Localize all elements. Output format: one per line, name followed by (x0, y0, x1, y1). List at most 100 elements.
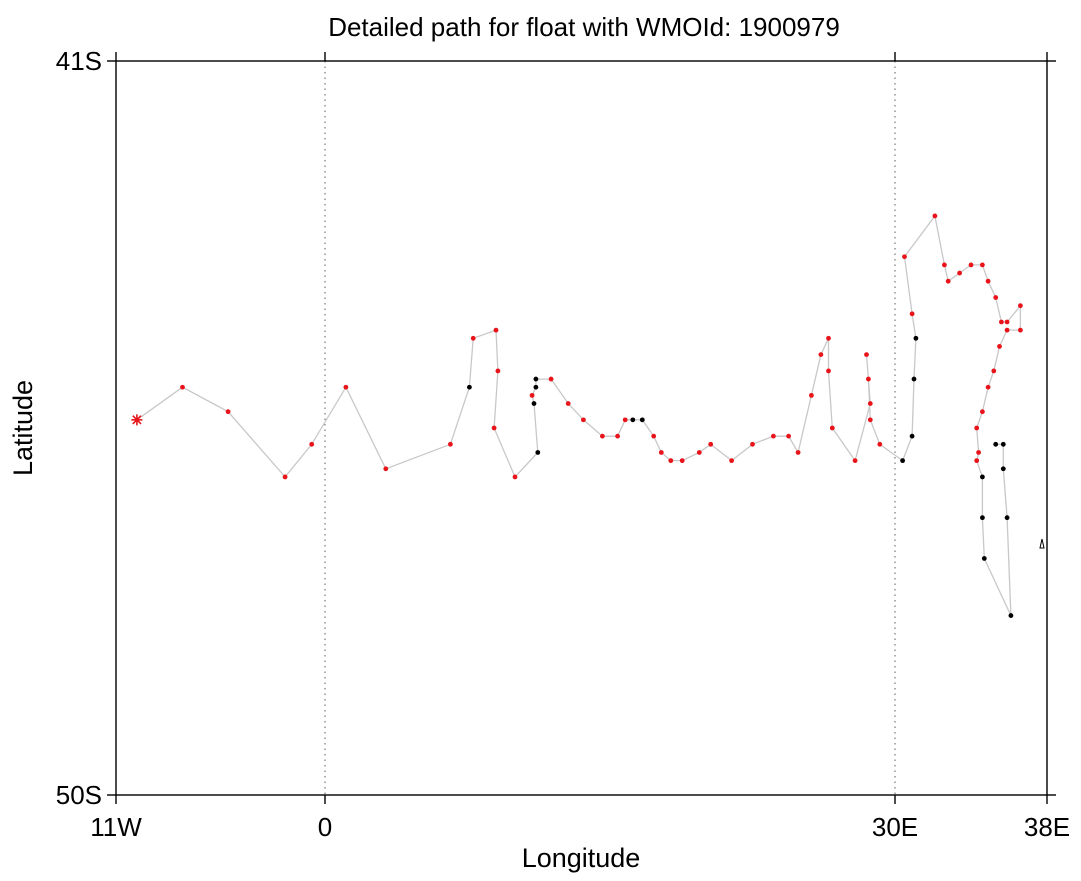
float-track (136, 214, 1022, 616)
float-position-point (658, 450, 664, 455)
float-position-point (829, 425, 835, 431)
x-tick-label: 11W (90, 812, 142, 842)
float-position-point (997, 344, 1002, 349)
float-position-point (864, 352, 869, 357)
float-position-point (826, 335, 831, 341)
float-position-point (1004, 515, 1010, 521)
float-position-point (533, 384, 539, 390)
float-position-point (913, 335, 919, 341)
float-position-point (852, 458, 858, 464)
float-position-point (529, 392, 535, 398)
float-position-point (985, 278, 991, 284)
float-position-point (1008, 613, 1014, 618)
float-position-point (651, 433, 657, 439)
float-position-point (818, 352, 824, 357)
float-position-point (1004, 327, 1010, 333)
start-position-marker (131, 414, 143, 426)
float-position-point (548, 376, 554, 382)
float-position-point (980, 515, 985, 521)
float-position-point (750, 441, 755, 447)
y-axis-ticks: 41S 50S (56, 46, 1056, 810)
float-position-point (980, 262, 985, 268)
float-position-point (974, 458, 980, 464)
float-position-point (985, 384, 991, 390)
float-position-point (495, 368, 501, 374)
float-position-point (1004, 319, 1010, 325)
float-position-point (535, 450, 541, 455)
float-position-point (866, 376, 871, 382)
float-position-point (795, 450, 801, 455)
float-position-point (615, 433, 620, 439)
float-position-point (976, 450, 981, 455)
longitude-gridlines (324, 61, 896, 795)
float-position-point (1018, 327, 1023, 333)
float-position-point (581, 417, 586, 423)
float-position-point (771, 433, 776, 439)
float-position-point (993, 295, 999, 300)
float-position-point (999, 319, 1004, 325)
float-position-point (309, 441, 315, 447)
float-position-point (909, 433, 915, 439)
float-positions (131, 213, 1023, 618)
float-position-point (383, 466, 389, 472)
float-position-point (491, 425, 497, 431)
plot-frame (115, 60, 1048, 796)
float-position-point (968, 262, 974, 268)
float-position-point (512, 474, 518, 480)
float-position-point (600, 433, 605, 439)
float-position-point (533, 376, 539, 382)
float-position-point (980, 474, 985, 480)
float-position-point (993, 441, 999, 447)
float-position-point (1018, 303, 1023, 309)
float-position-point (900, 458, 905, 464)
y-axis-label: Latitude (8, 380, 38, 476)
float-position-point (622, 417, 628, 423)
float-position-point (493, 327, 499, 333)
float-position-point (668, 458, 674, 464)
float-position-point (1000, 466, 1006, 472)
chart-title: Detailed path for float with WMOId: 1900… (328, 12, 840, 42)
float-position-point (909, 311, 915, 317)
float-position-point (932, 213, 938, 219)
float-position-point (448, 441, 453, 447)
float-position-point (974, 425, 980, 431)
float-position-point (225, 409, 231, 415)
float-position-point (981, 556, 987, 561)
float-position-point (867, 401, 873, 406)
float-position-point (902, 254, 907, 260)
float-position-point (531, 401, 537, 406)
float-position-point (343, 384, 349, 390)
float-path-line (136, 214, 1022, 616)
float-position-point (867, 417, 873, 423)
float-position-point (467, 384, 472, 390)
float-position-point (786, 433, 791, 439)
float-position-point (696, 450, 702, 455)
float-position-point (729, 458, 734, 464)
float-position-point (679, 458, 685, 464)
x-tick-label: 30E (872, 812, 918, 842)
float-position-point (809, 392, 814, 398)
float-position-point (630, 417, 636, 423)
float-position-point (980, 409, 985, 415)
float-position-point (877, 441, 883, 447)
float-position-point (957, 270, 962, 276)
float-position-point (282, 474, 288, 480)
x-axis-ticks: 11W 0 30E 38E (90, 52, 1070, 842)
float-position-point (911, 376, 917, 382)
land-outline-marker (1039, 538, 1045, 549)
float-position-point (945, 278, 951, 284)
float-position-point (470, 335, 476, 341)
float-position-point (639, 417, 645, 423)
y-tick-label: 41S (56, 46, 102, 76)
float-position-point (708, 441, 714, 447)
float-position-point (180, 384, 185, 390)
float-position-point (991, 368, 997, 374)
x-axis-label: Longitude (522, 843, 641, 873)
float-position-point (942, 262, 947, 268)
y-tick-label: 50S (56, 780, 102, 810)
float-position-point (1000, 441, 1006, 447)
x-tick-label: 38E (1024, 812, 1070, 842)
float-position-point (826, 368, 831, 374)
float-position-point (565, 401, 571, 406)
